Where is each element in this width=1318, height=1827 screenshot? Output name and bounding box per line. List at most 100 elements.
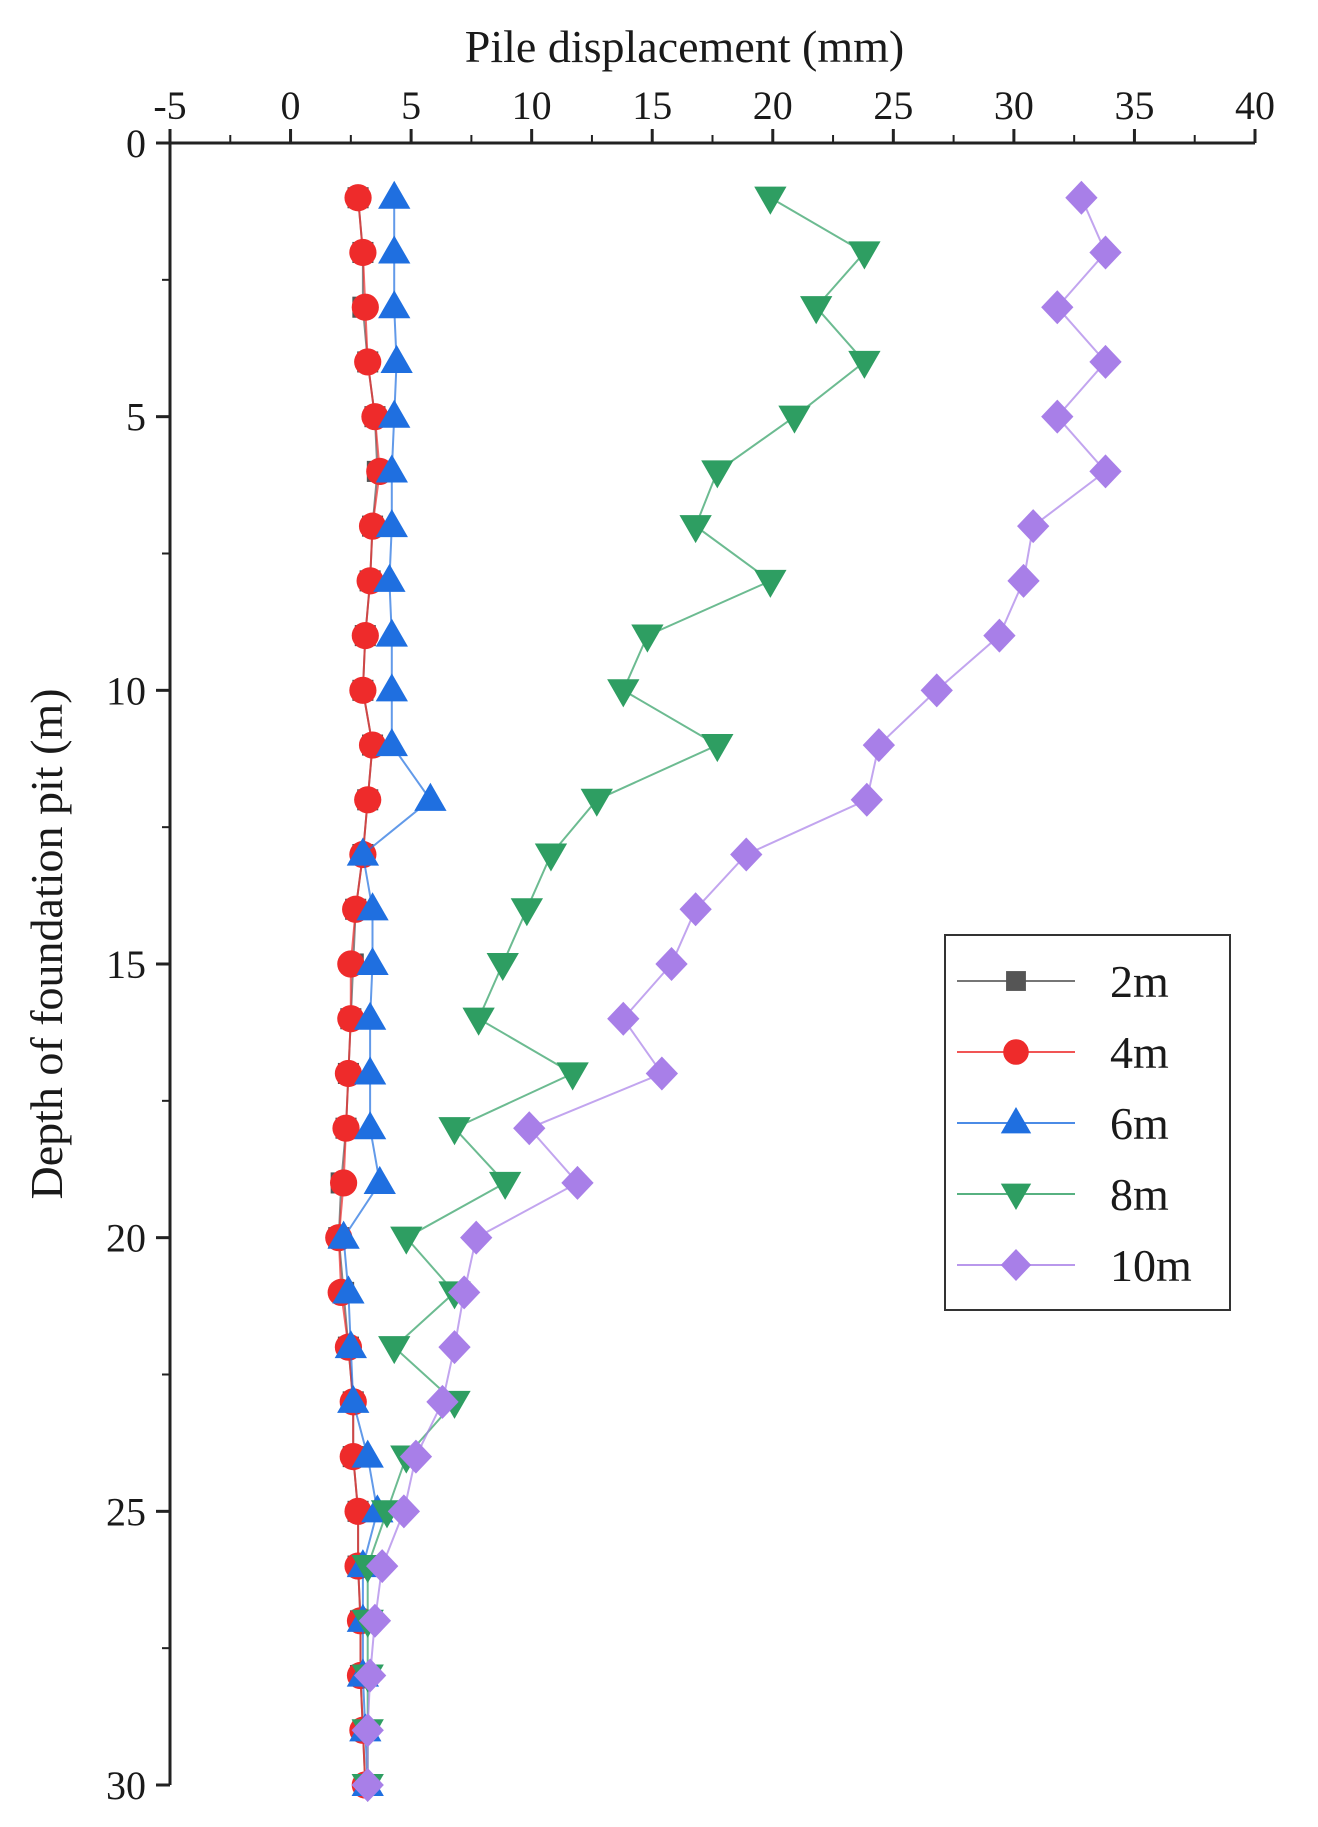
data-point-10m [1007,563,1040,598]
data-point-6m [353,1056,387,1085]
data-point-10m [645,1056,679,1091]
x-tick-label: 35 [1114,83,1154,128]
y-tick-label: 25 [106,1489,146,1534]
data-point-10m [1065,180,1098,215]
legend-label: 10m [1110,1240,1192,1291]
legend-marker [1000,1183,1032,1210]
series-8m [351,186,881,1802]
data-point-6m [337,1384,370,1413]
data-point-6m [353,1111,387,1140]
x-tick-label: 0 [281,83,301,128]
data-point-6m [375,728,408,757]
data-point-10m [358,1603,392,1638]
data-point-8m [488,1171,522,1200]
y-tick-label: 30 [106,1763,146,1808]
legend-label: 4m [1110,1027,1169,1078]
x-tick-label: 5 [401,83,421,128]
data-point-10m [448,1275,481,1310]
data-point-8m [679,515,712,544]
data-point-10m [862,728,896,763]
legend-label: 2m [1110,956,1169,1007]
data-point-4m [351,293,379,321]
data-point-10m [1041,399,1074,434]
data-point-6m [332,1275,365,1304]
data-point-8m [701,460,734,489]
y-axis-title: Depth of foundation pit (m) [21,688,72,1199]
y-tick-label: 10 [106,668,146,713]
data-point-4m [349,676,377,704]
data-point-6m [375,618,408,647]
data-point-6m [356,892,389,921]
legend-marker [1000,1249,1032,1281]
data-point-8m [378,1336,411,1365]
y-tick-label: 20 [106,1216,146,1261]
series-10m [351,180,1122,1802]
data-point-4m [351,622,379,650]
legend-marker [1006,971,1026,991]
data-point-8m [754,569,787,598]
data-point-6m [353,1001,387,1030]
data-point-10m [1017,509,1050,544]
legend-marker [1000,1107,1032,1134]
data-point-8m [607,679,640,708]
data-point-6m [375,673,408,702]
data-point-10m [351,1768,384,1802]
data-point-10m [679,892,712,927]
x-axis-title: Pile displacement (mm) [465,21,904,72]
x-tick-label: 25 [873,83,913,128]
y-tick-label: 15 [106,942,146,987]
legend-item: 10m [957,1240,1192,1291]
data-point-10m [920,673,953,708]
legend-item: 6m [957,1098,1169,1149]
data-point-10m [983,618,1016,653]
data-point-6m [351,1439,384,1468]
data-point-8m [556,1062,589,1091]
data-point-10m [607,1001,640,1036]
data-point-10m [1089,344,1122,379]
data-point-8m [754,186,787,215]
x-tick-label: 40 [1235,83,1275,128]
series-line-6m [342,197,432,1786]
data-point-6m [375,509,408,538]
data-point-8m [462,1007,495,1036]
data-point-10m [1041,290,1074,325]
data-point-8m [390,1226,423,1255]
data-point-10m [850,782,883,817]
data-point-4m [332,1114,360,1142]
data-point-10m [426,1384,459,1419]
data-point-10m [387,1494,421,1529]
legend-item: 2m [957,956,1169,1007]
data-point-6m [373,563,406,592]
x-tick-label: 30 [994,83,1034,128]
data-point-6m [378,290,411,319]
legend-label: 8m [1110,1169,1169,1220]
data-point-8m [800,296,833,325]
legend-label: 6m [1110,1098,1169,1149]
data-point-8m [580,788,613,817]
data-point-10m [351,1713,384,1748]
x-tick-label: 10 [512,83,552,128]
data-point-10m [353,1658,387,1693]
data-point-6m [334,1330,367,1359]
data-point-4m [344,184,372,212]
data-point-6m [378,399,411,428]
data-point-8m [438,1117,471,1146]
legend-marker [1003,1039,1029,1065]
data-point-10m [460,1220,493,1255]
data-point-10m [438,1330,471,1365]
y-tick-label: 5 [126,395,146,440]
data-point-8m [701,734,734,763]
data-point-10m [366,1549,399,1584]
data-point-10m [399,1439,433,1474]
data-point-6m [380,344,413,373]
legend-item: 8m [957,1169,1169,1220]
data-point-10m [1089,454,1122,489]
legend: 2m 4m 6m 8m 10m [944,934,1231,1311]
series-layer [325,180,1122,1802]
x-tick-label: -5 [153,83,186,128]
data-point-8m [848,241,881,270]
data-point-6m [414,782,447,811]
